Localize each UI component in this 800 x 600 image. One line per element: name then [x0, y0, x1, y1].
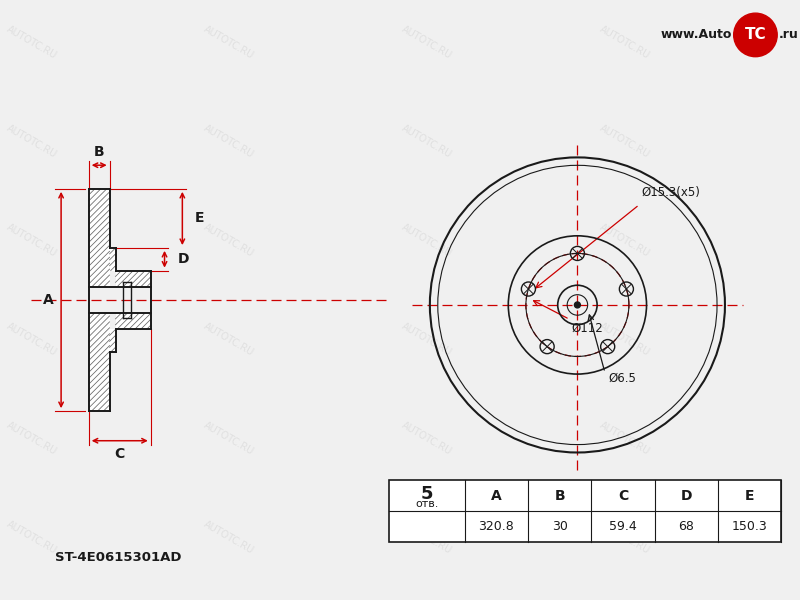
Text: A: A [43, 293, 54, 307]
Text: 68: 68 [678, 520, 694, 533]
Text: AUTOTC.RU: AUTOTC.RU [202, 25, 256, 61]
Text: E: E [745, 488, 754, 503]
Text: .ru: .ru [779, 28, 799, 41]
Text: D: D [681, 488, 692, 503]
Text: AUTOTC.RU: AUTOTC.RU [5, 124, 58, 160]
Bar [89, 313, 110, 411]
Text: 150.3: 150.3 [732, 520, 767, 533]
Text: AUTOTC.RU: AUTOTC.RU [5, 222, 58, 259]
Text: AUTOTC.RU: AUTOTC.RU [598, 124, 652, 160]
Circle shape [574, 302, 580, 308]
Text: AUTOTC.RU: AUTOTC.RU [598, 25, 652, 61]
Text: AUTOTC.RU: AUTOTC.RU [598, 321, 652, 358]
Text: 59.4: 59.4 [609, 520, 637, 533]
Text: AUTOTC.RU: AUTOTC.RU [400, 25, 454, 61]
Text: AUTOTC.RU: AUTOTC.RU [400, 420, 454, 457]
Text: AUTOTC.RU: AUTOTC.RU [400, 519, 454, 556]
Text: TC: TC [745, 28, 766, 43]
Text: B: B [94, 145, 105, 160]
Text: AUTOTC.RU: AUTOTC.RU [598, 420, 652, 457]
Text: 30: 30 [552, 520, 567, 533]
Text: 5: 5 [421, 485, 434, 503]
Text: Ø15.3(x5): Ø15.3(x5) [642, 185, 700, 199]
Text: AUTOTC.RU: AUTOTC.RU [202, 420, 256, 457]
Text: AUTOTC.RU: AUTOTC.RU [202, 222, 256, 259]
Bar [390, 480, 781, 542]
Text: Ø6.5: Ø6.5 [609, 372, 637, 385]
Text: AUTOTC.RU: AUTOTC.RU [400, 124, 454, 160]
Text: D: D [178, 252, 189, 266]
Text: AUTOTC.RU: AUTOTC.RU [202, 124, 256, 160]
Text: AUTOTC.RU: AUTOTC.RU [5, 420, 58, 457]
Text: AUTOTC.RU: AUTOTC.RU [202, 321, 256, 358]
Text: Ø112: Ø112 [571, 322, 603, 335]
Bar [110, 329, 115, 352]
Text: A: A [491, 488, 502, 503]
Text: AUTOTC.RU: AUTOTC.RU [598, 222, 652, 259]
Text: E: E [195, 211, 205, 226]
Text: отв.: отв. [415, 499, 438, 509]
Text: www.Auto: www.Auto [660, 28, 732, 41]
Bar [110, 248, 115, 271]
Text: AUTOTC.RU: AUTOTC.RU [400, 222, 454, 259]
Text: AUTOTC.RU: AUTOTC.RU [5, 25, 58, 61]
Text: AUTOTC.RU: AUTOTC.RU [5, 519, 58, 556]
Text: B: B [554, 488, 565, 503]
Text: AUTOTC.RU: AUTOTC.RU [400, 321, 454, 358]
Text: C: C [114, 446, 125, 461]
Text: 320.8: 320.8 [478, 520, 514, 533]
Bar [115, 271, 150, 287]
Text: AUTOTC.RU: AUTOTC.RU [5, 321, 58, 358]
Circle shape [734, 13, 778, 56]
Bar [115, 313, 150, 329]
Text: C: C [618, 488, 628, 503]
Text: AUTOTC.RU: AUTOTC.RU [598, 519, 652, 556]
Text: AUTOTC.RU: AUTOTC.RU [202, 519, 256, 556]
Bar [89, 189, 110, 287]
Text: ST-4E0615301AD: ST-4E0615301AD [55, 551, 182, 563]
